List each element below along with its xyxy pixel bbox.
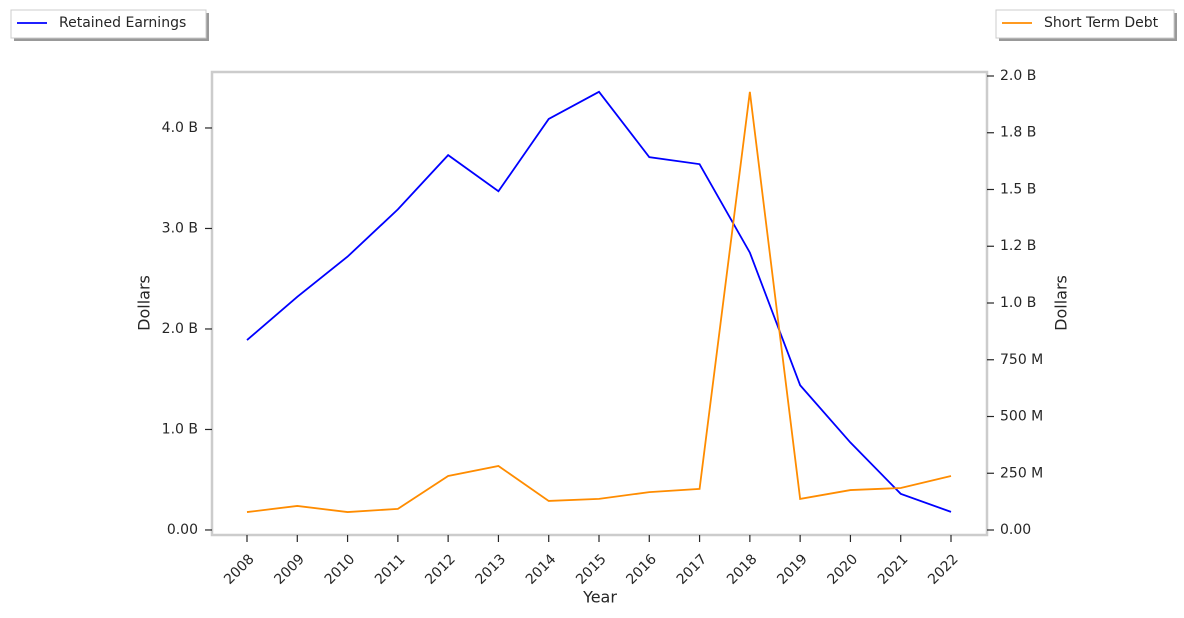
y2-tick-label: 2.0 B bbox=[1000, 68, 1036, 84]
legend-label: Short Term Debt bbox=[1044, 15, 1159, 31]
x-axis-label: Year bbox=[582, 588, 617, 607]
y2-tick-label: 0.00 bbox=[1000, 522, 1031, 538]
y2-tick-label: 1.0 B bbox=[1000, 295, 1036, 311]
y-axis-label: Dollars bbox=[135, 275, 154, 331]
x-tick-label: 2014 bbox=[523, 551, 560, 588]
x-tick-label: 2012 bbox=[422, 551, 459, 588]
legend-label: Retained Earnings bbox=[59, 15, 186, 31]
series-line bbox=[246, 91, 952, 513]
y-tick-label: 4.0 B bbox=[162, 120, 198, 136]
y-tick-label: 1.0 B bbox=[162, 421, 198, 437]
y2-tick-label: 500 M bbox=[1000, 409, 1043, 425]
legend-box bbox=[995, 9, 1175, 39]
y2-tick-label: 750 M bbox=[1000, 352, 1043, 368]
y2-tick-label: 250 M bbox=[1000, 465, 1043, 481]
y-tick-label: 3.0 B bbox=[162, 220, 198, 236]
x-tick-label: 2011 bbox=[372, 551, 409, 588]
x-tick-label: 2020 bbox=[825, 551, 862, 588]
x-tick-label: 2022 bbox=[925, 551, 962, 588]
x-tick-label: 2013 bbox=[473, 551, 510, 588]
series-line bbox=[246, 90, 952, 513]
y2-tick-label: 1.8 B bbox=[1000, 125, 1036, 141]
legend-box bbox=[10, 9, 207, 39]
x-tick-label: 2010 bbox=[322, 551, 359, 588]
x-tick-label: 2018 bbox=[724, 551, 761, 588]
x-tick-label: 2016 bbox=[623, 551, 660, 588]
y2-tick-label: 1.5 B bbox=[1000, 181, 1036, 197]
x-tick-label: 2008 bbox=[221, 551, 258, 588]
x-tick-label: 2015 bbox=[573, 551, 610, 588]
y-tick-label: 0.00 bbox=[167, 522, 198, 538]
y2-axis-label: Dollars bbox=[1052, 275, 1071, 331]
y-tick-label: 2.0 B bbox=[162, 321, 198, 337]
x-tick-label: 2009 bbox=[271, 551, 308, 588]
x-tick-label: 2021 bbox=[875, 551, 912, 588]
x-tick-label: 2019 bbox=[774, 551, 811, 588]
plot-frame bbox=[210, 70, 989, 537]
y2-tick-label: 1.2 B bbox=[1000, 238, 1036, 254]
x-tick-label: 2017 bbox=[674, 551, 711, 588]
